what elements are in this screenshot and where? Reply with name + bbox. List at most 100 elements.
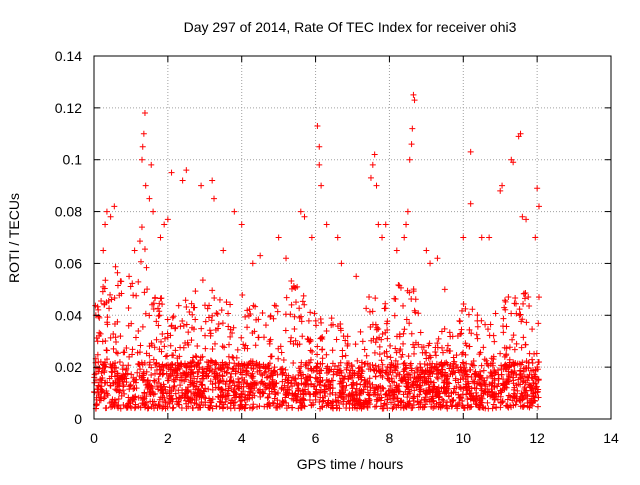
- data-point: [166, 393, 173, 400]
- data-point: [422, 368, 429, 375]
- data-point: [338, 260, 345, 267]
- data-point: [438, 328, 445, 335]
- data-point: [94, 351, 101, 358]
- data-point: [323, 383, 330, 390]
- data-point: [107, 291, 114, 298]
- data-point: [384, 396, 391, 403]
- data-point: [409, 125, 416, 132]
- data-point: [350, 382, 357, 389]
- data-point: [502, 383, 509, 390]
- data-point: [402, 402, 409, 409]
- data-point: [296, 365, 303, 372]
- data-point: [513, 340, 520, 347]
- data-point: [353, 380, 360, 387]
- data-point: [206, 404, 213, 411]
- data-point: [379, 361, 386, 368]
- data-point: [216, 296, 223, 303]
- data-point: [167, 332, 174, 339]
- data-point: [242, 394, 249, 401]
- data-point: [392, 357, 399, 364]
- data-point: [418, 344, 425, 351]
- data-point: [316, 143, 323, 150]
- data-point: [441, 379, 448, 386]
- data-point: [164, 352, 171, 359]
- data-point: [467, 396, 474, 403]
- data-point: [220, 247, 227, 254]
- data-point: [103, 388, 110, 395]
- data-point: [177, 382, 184, 389]
- data-point: [212, 366, 219, 373]
- data-point: [478, 362, 485, 369]
- data-point: [283, 405, 290, 412]
- data-point: [371, 403, 378, 410]
- data-point: [300, 292, 307, 299]
- data-point: [336, 372, 343, 379]
- data-point: [169, 314, 176, 321]
- data-point: [417, 386, 424, 393]
- data-point: [384, 335, 391, 342]
- data-point: [442, 369, 449, 376]
- data-point: [129, 394, 136, 401]
- data-point: [112, 263, 119, 270]
- data-point: [120, 387, 127, 394]
- data-point: [177, 371, 184, 378]
- data-point: [158, 338, 165, 345]
- data-point: [503, 362, 510, 369]
- data-point: [491, 338, 498, 345]
- data-point: [98, 369, 105, 376]
- data-point: [421, 349, 428, 356]
- data-point: [319, 394, 326, 401]
- data-point: [117, 278, 124, 285]
- data-point: [124, 403, 131, 410]
- data-point: [290, 359, 297, 366]
- data-point: [387, 368, 394, 375]
- data-point: [405, 400, 412, 407]
- data-point: [411, 307, 418, 314]
- data-point: [377, 383, 384, 390]
- data-point: [292, 376, 299, 383]
- data-point: [156, 308, 163, 315]
- data-point: [307, 309, 314, 316]
- data-point: [115, 402, 122, 409]
- data-point: [199, 392, 206, 399]
- data-point: [288, 278, 295, 285]
- data-point: [301, 213, 308, 220]
- data-point: [484, 326, 491, 333]
- data-point: [252, 342, 259, 349]
- data-point: [264, 382, 271, 389]
- data-point: [259, 310, 266, 317]
- data-point: [138, 359, 145, 366]
- data-point: [478, 392, 485, 399]
- data-point: [384, 375, 391, 382]
- data-point: [400, 330, 407, 337]
- data-point: [469, 393, 476, 400]
- data-point: [357, 328, 364, 335]
- data-point: [205, 386, 212, 393]
- data-point: [192, 352, 199, 359]
- data-point: [154, 305, 161, 312]
- data-point: [403, 316, 410, 323]
- data-point: [480, 344, 487, 351]
- data-point: [259, 372, 266, 379]
- data-point: [504, 403, 511, 410]
- data-point: [94, 303, 101, 310]
- data-point: [317, 405, 324, 412]
- data-point: [353, 273, 360, 280]
- data-point: [284, 384, 291, 391]
- data-point: [291, 391, 298, 398]
- data-point: [371, 151, 378, 158]
- data-point: [517, 311, 524, 318]
- data-point: [112, 399, 119, 406]
- data-point: [348, 392, 355, 399]
- data-point: [142, 182, 149, 189]
- data-point: [301, 301, 308, 308]
- data-point: [520, 368, 527, 375]
- data-point: [171, 378, 178, 385]
- y-tick-label: 0: [74, 411, 82, 427]
- data-point: [393, 349, 400, 356]
- data-point: [523, 364, 530, 371]
- data-point: [384, 363, 391, 370]
- data-point: [158, 295, 165, 302]
- data-point: [125, 322, 132, 329]
- data-point: [276, 403, 283, 410]
